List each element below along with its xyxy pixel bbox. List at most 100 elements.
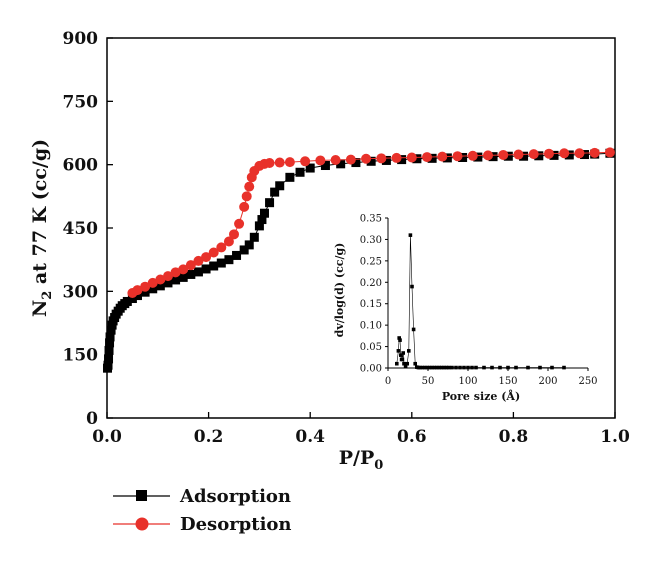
- inset-x-tick-label-100: 100: [458, 376, 477, 387]
- adsorption-point: [103, 360, 113, 370]
- adsorption-point: [186, 269, 196, 279]
- adsorption-point: [104, 354, 114, 364]
- inset-point: [462, 365, 466, 370]
- adsorption-point: [140, 287, 150, 297]
- desorption-point: [244, 181, 255, 192]
- desorption-point: [140, 281, 151, 292]
- inset-point: [466, 365, 470, 370]
- inset-y-tick-label-0-25: 0.25: [360, 256, 382, 267]
- desorption-point: [391, 152, 402, 163]
- adsorption-point: [412, 154, 422, 164]
- adsorption-point: [163, 278, 173, 288]
- desorption-point: [406, 152, 417, 163]
- adsorption-point: [285, 172, 295, 182]
- adsorption-point: [209, 261, 219, 271]
- inset-point: [411, 327, 416, 332]
- adsorption-point: [224, 255, 234, 265]
- inset-y-tick-label-0-35: 0.35: [360, 214, 382, 225]
- main-x-axis-label: P/P0: [339, 447, 384, 473]
- inset-x-axis-label: Pore size (Å): [442, 389, 520, 403]
- inset-point: [470, 365, 474, 370]
- inset-point: [437, 365, 441, 370]
- inset-y-tick-label-0-05: 0.05: [360, 342, 382, 353]
- inset-point: [407, 349, 411, 353]
- inset-y-tick-label-0-20: 0.20: [360, 278, 382, 289]
- legend-entry-adsorption: Adsorption: [113, 486, 291, 507]
- adsorption-point: [366, 156, 376, 166]
- desorption-point: [452, 151, 463, 162]
- adsorption-point: [503, 151, 513, 161]
- desorption-point: [559, 148, 570, 159]
- adsorption-point: [320, 161, 330, 171]
- desorption-point: [246, 172, 257, 183]
- adsorption-point: [265, 198, 275, 208]
- inset-point: [498, 365, 502, 370]
- inset-point: [403, 364, 408, 369]
- desorption-point: [300, 156, 311, 167]
- desorption-point: [147, 277, 158, 288]
- adsorption-point: [106, 325, 116, 335]
- main-y-axis-label-rest: at 77 K (cc/g): [29, 139, 51, 291]
- desorption-point: [574, 148, 585, 159]
- desorption-point: [315, 155, 326, 166]
- adsorption-point: [105, 332, 115, 342]
- main-x-axis-label-subscript: 0: [374, 458, 383, 473]
- desorption-point: [241, 191, 252, 202]
- inset-point: [447, 365, 451, 370]
- inset-point: [425, 365, 429, 370]
- desorption-point: [229, 229, 239, 240]
- desorption-point: [201, 252, 212, 263]
- inset-point: [538, 365, 542, 370]
- adsorption-point: [381, 155, 391, 165]
- desorption-point: [330, 155, 341, 166]
- inset-plot-background: [388, 218, 588, 368]
- legend-entry-desorption: Desorption: [113, 514, 292, 535]
- adsorption-point: [105, 338, 115, 348]
- desorption-point: [239, 201, 250, 212]
- main-series-layer: [103, 147, 615, 373]
- x-tick-label-1-0: 1.0: [600, 427, 630, 447]
- inset-point: [401, 351, 405, 355]
- desorption-point: [223, 236, 234, 247]
- inset-point: [397, 336, 401, 340]
- x-tick-label-0-6: 0.6: [397, 427, 427, 447]
- adsorption-point: [104, 345, 114, 355]
- desorption-point: [483, 150, 493, 161]
- main-y-axis-label-subscript: 2: [40, 291, 55, 300]
- adsorption-point: [564, 150, 574, 160]
- adsorption-point: [171, 275, 181, 285]
- adsorption-point: [244, 240, 254, 250]
- y-tick-label-0: 0: [86, 409, 98, 429]
- main-axis-ticks: 0.0 0.2 0.4 0.6 0.8 1.0 0 150 300 450 600 750 900: [63, 29, 630, 447]
- legend-marker-adsorption: [136, 490, 147, 501]
- inset-point: [398, 338, 402, 342]
- inset-series-layer: [395, 233, 566, 370]
- inset-point: [435, 365, 439, 370]
- inset-point: [395, 361, 399, 366]
- desorption-point: [528, 149, 539, 160]
- x-tick-label-0-2: 0.2: [194, 427, 224, 447]
- inset-point: [430, 365, 434, 370]
- adsorption-point: [178, 272, 188, 282]
- inset-point: [458, 365, 462, 370]
- adsorption-point: [270, 187, 280, 197]
- x-tick-label-0-0: 0.0: [92, 427, 122, 447]
- inset-axis-ticks: 0 50 100 150 200 250 0.00 0.05 0.10 0.15 0.20 0.25 0…: [360, 214, 598, 388]
- adsorption-point: [473, 152, 483, 162]
- desorption-point: [155, 274, 166, 285]
- inset-y-tick-label-0-10: 0.10: [360, 321, 382, 332]
- inset-x-tick-label-200: 200: [538, 376, 557, 387]
- y-tick-label-150: 150: [63, 346, 99, 366]
- main-y-axis-label: N2 at 77 K (cc/g): [29, 139, 55, 317]
- inset-point: [413, 361, 417, 366]
- desorption-point: [234, 218, 245, 229]
- desorption-point: [376, 153, 387, 164]
- adsorption-point: [259, 208, 269, 218]
- inset-point: [506, 365, 510, 370]
- desorption-point: [162, 271, 173, 282]
- inset-x-tick-label-150: 150: [498, 376, 517, 387]
- y-tick-label-900: 900: [63, 29, 99, 49]
- adsorption-point: [132, 291, 142, 301]
- desorption-point: [193, 255, 204, 266]
